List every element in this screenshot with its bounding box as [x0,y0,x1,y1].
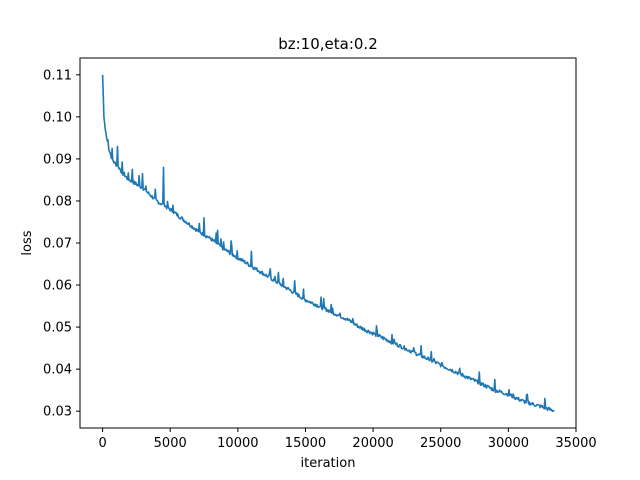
y-axis-label: loss [20,230,35,255]
y-tick-label: 0.07 [43,237,72,252]
x-tick-label: 35000 [555,436,596,451]
y-tick-label: 0.03 [43,405,72,420]
y-tick-label: 0.08 [43,194,72,209]
chart-title: bz:10,eta:0.2 [278,35,378,53]
y-tick-label: 0.10 [43,110,72,125]
loss-series-line [101,74,555,413]
x-tick-label: 30000 [488,436,529,451]
y-tick-label: 0.11 [43,68,72,83]
y-axis-ticks: 0.03 0.04 0.05 0.06 0.07 0.08 0.09 0.10 0.11 [43,68,80,420]
x-axis-ticks: 0 5000 10000 15000 20000 25000 30000 35000 [98,428,597,451]
x-tick-label: 15000 [285,436,326,451]
axes-frame [79,57,577,429]
y-tick-label: 0.06 [43,279,72,294]
y-tick-label: 0.04 [43,363,72,378]
x-tick-label: 5000 [154,436,187,451]
x-tick-label: 25000 [420,436,461,451]
x-axis-label: iteration [301,456,356,471]
x-tick-label: 10000 [217,436,258,451]
y-tick-label: 0.09 [43,152,72,167]
x-tick-label: 0 [98,436,106,451]
x-tick-label: 20000 [352,436,393,451]
y-tick-label: 0.05 [43,321,72,336]
plot-area [101,74,555,413]
